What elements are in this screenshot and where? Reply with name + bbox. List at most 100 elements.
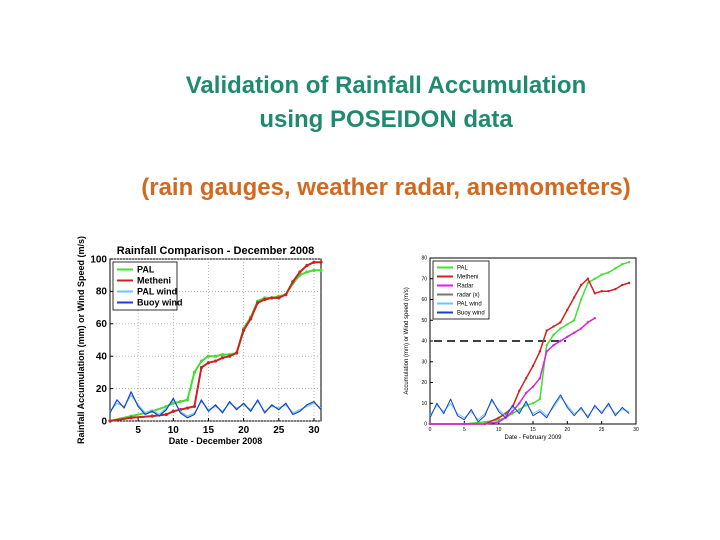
- feb2009-ytick-label-3: 30: [421, 359, 427, 365]
- feb2009-series-2-point-13: [566, 335, 569, 339]
- dec2008-series-0-point-9: [206, 354, 211, 358]
- dec2008-series-1-point-22: [298, 270, 302, 274]
- feb2009-series-0-point-3: [497, 418, 500, 422]
- dec2008-series-0-point-8: [199, 359, 204, 363]
- feb2009-series-2-point-6: [518, 402, 521, 405]
- dec2008-ytick-label-5: 100: [90, 254, 107, 265]
- dec2008-series-1-point-24: [312, 260, 316, 264]
- dec2008-ytick-label-3: 60: [96, 319, 108, 330]
- dec2008-series-1-point-17: [263, 297, 267, 302]
- feb2009-series-line-5: [429, 394, 630, 423]
- dec2008-series-1-point-21: [291, 280, 295, 284]
- dec2008-xtick-label-3: 20: [238, 425, 250, 436]
- feb2009-series-2-point-3: [497, 420, 500, 424]
- feb2009-series-1-point-16: [586, 277, 590, 280]
- slide-title-line-1: Validation of Rainfall Accumulation: [185, 72, 587, 99]
- feb2009-series-0-point-10: [545, 343, 548, 347]
- feb2009-series-1-point-9: [538, 350, 542, 353]
- feb2009-ytick-label-6: 60: [421, 297, 427, 303]
- dec2008-series-1-point-12: [227, 354, 232, 358]
- dec2008-ylabel: Rainfall Accumulation (mm) or Wind Speed…: [76, 236, 86, 444]
- feb2009-series-2-point-5: [511, 410, 514, 413]
- dec2008-xlabel: Date - December 2008: [169, 436, 263, 446]
- dec2008-series-1-point-6: [185, 406, 189, 410]
- feb2009-series-1-point-22: [627, 281, 631, 285]
- feb2009-series-2-point-10: [545, 350, 548, 353]
- dec2008-series-1-point-10: [213, 359, 218, 363]
- feb2009-xtick-label-6: 30: [633, 427, 639, 433]
- dec2008-series-1-point-4: [171, 409, 175, 413]
- feb2009-series-2-point-7: [524, 391, 528, 395]
- feb2009-series-2-point-11: [552, 343, 555, 347]
- feb2009-series-1-point-19: [607, 290, 610, 293]
- dec2008-xtick-label-4: 25: [273, 425, 285, 436]
- feb2009-xtick-label-3: 15: [530, 427, 536, 433]
- dec2008-ytick-label-2: 40: [96, 352, 108, 363]
- feb2009-ytick-label-7: 70: [421, 276, 427, 282]
- feb2009-series-0-point-14: [573, 319, 576, 322]
- dec2008-series-0-point-24: [312, 268, 316, 272]
- dec2008-ytick-label-1: 20: [96, 384, 108, 395]
- feb2009-series-2-point-12: [559, 339, 562, 343]
- feb2009-ytick-label-4: 40: [421, 339, 427, 345]
- feb2009-xtick-label-2: 10: [496, 427, 502, 433]
- dec2008-legend-label-1: Metheni: [137, 276, 171, 286]
- dec2008-series-0-point-25: [319, 268, 323, 272]
- dec2008-legend-label-3: Buoy wind: [137, 298, 183, 308]
- feb2009-xtick-label-1: 5: [463, 427, 466, 433]
- dec2008-xtick-label-2: 15: [203, 425, 215, 436]
- feb2009-series-0-point-13: [566, 323, 569, 326]
- dec2008-ytick-label-4: 80: [96, 287, 108, 298]
- dec2008-series-0-point-7: [192, 370, 196, 374]
- feb2009-series-1-point-15: [579, 283, 583, 287]
- dec2008-series-line-3: [109, 391, 322, 419]
- dec2008-series-1-point-0: [108, 419, 112, 423]
- dec2008-series-1-point-15: [249, 317, 253, 321]
- feb2009-ytick-label-8: 80: [421, 256, 427, 262]
- dec2008-legend-label-2: PAL wind: [137, 287, 177, 297]
- feb2009-series-1-point-3: [497, 416, 500, 419]
- dec2008-series-0-point-4: [171, 401, 175, 405]
- slide-title-line-2: using POSEIDON data: [259, 106, 513, 133]
- feb2009-series-1-point-18: [600, 290, 603, 293]
- feb2009-series-1-point-6: [518, 389, 521, 392]
- dec2008-series-1-point-25: [319, 260, 323, 264]
- feb2009-ylabel: Accumulation (mm) or Wind speed (m/s): [404, 287, 410, 394]
- dec2008-series-1-point-2: [150, 414, 154, 418]
- dec2008-series-1-point-19: [277, 296, 281, 300]
- feb2009-legend-label-3: radar (x): [457, 293, 480, 299]
- feb2009-series-2-point-8: [531, 385, 535, 388]
- feb2009-series-2-point-16: [586, 321, 590, 324]
- dec2008-xtick-label-5: 30: [308, 425, 320, 436]
- feb2009-series-2-point-1: [463, 422, 466, 426]
- feb2009-series-1-point-8: [531, 364, 535, 368]
- dec2008-series-0-point-23: [305, 270, 309, 274]
- feb2009-series-2-point-9: [538, 377, 542, 380]
- feb2009-series-0-point-21: [621, 263, 624, 266]
- dec2008-series-0-point-6: [185, 398, 189, 402]
- feb2009-series-0-point-12: [559, 327, 562, 330]
- dec2008-series-1-point-20: [284, 293, 288, 297]
- feb2009-series-1-point-10: [545, 329, 548, 332]
- feb2009-series-line-2: [430, 317, 596, 425]
- feb2009-series-0-point-8: [531, 402, 535, 405]
- feb2009-series-1-point-14: [573, 296, 576, 299]
- feb2009-series-0-point-16: [586, 281, 590, 285]
- feb2009-legend-label-1: Metheni: [457, 275, 478, 281]
- feb2009-ytick-label-2: 20: [421, 380, 427, 386]
- rainfall-chart-february-2009: 0 5 10 15 20 25 30 0 10 20 30 40 50 60 70 80 PAL Metheni R…: [402, 250, 642, 442]
- rainfall-chart-december-2008: 5 10 15 20 25 30 0 20 40 60 80 100 PAL Metheni PAL win…: [75, 235, 327, 447]
- feb2009-svg: 0 5 10 15 20 25 30 0 10 20 30 40 50 60 70 80 PAL Metheni R…: [404, 256, 639, 441]
- dec2008-series-1-point-8: [199, 365, 204, 370]
- feb2009-xtick-label-0: 0: [429, 427, 432, 433]
- dec2008-series-1-point-18: [270, 296, 274, 300]
- feb2009-series-0-point-9: [538, 397, 542, 401]
- dec2008-series-0-point-11: [220, 352, 225, 357]
- slide-subtitle: (rain gauges, weather radar, anemometers…: [141, 174, 631, 201]
- feb2009-series-2-point-14: [573, 331, 576, 334]
- feb2009-series-0-point-18: [600, 273, 603, 276]
- dec2008-series-1-point-16: [256, 301, 260, 305]
- feb2009-series-0-point-17: [593, 277, 596, 280]
- feb2009-legend-box: [432, 260, 490, 320]
